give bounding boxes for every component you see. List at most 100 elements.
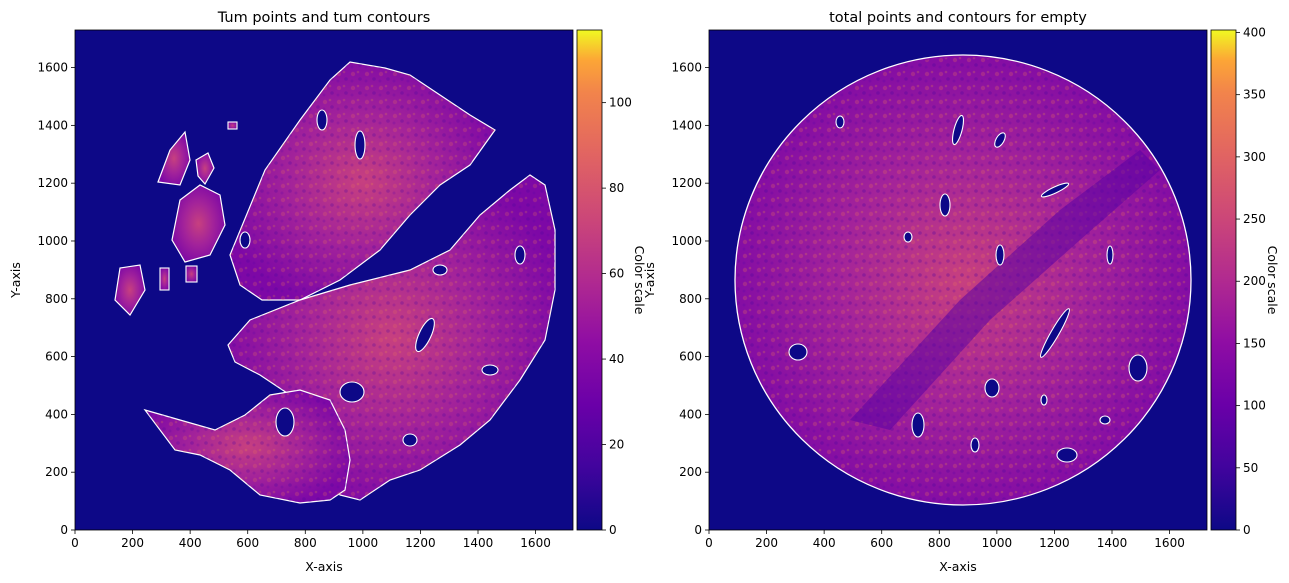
left-colorbar (576, 29, 603, 531)
colorbar-tick-label: 250 (1243, 212, 1266, 226)
left-tissue-islet-2 (171, 184, 226, 263)
colorbar-tick-label: 20 (609, 438, 624, 452)
left-contour-hole (316, 109, 328, 131)
right-heatmap-tissue (734, 54, 1192, 506)
right-contour-hole (1099, 415, 1111, 425)
right-y-axis-label: Y-axis (642, 262, 657, 299)
left-contour-islet (159, 267, 170, 291)
right-contour-hole (970, 437, 980, 453)
x-tick-label: 1600 (520, 536, 551, 550)
y-tick-label: 200 (679, 465, 702, 479)
right-contour-hole (911, 412, 925, 438)
right-colorbar-ticks: 0 50 100 150 200 250 300 350 400 (1236, 25, 1266, 537)
colorbar-tick-label: 300 (1243, 150, 1266, 164)
left-contour-hole (354, 130, 366, 160)
x-tick-label: 800 (294, 536, 317, 550)
right-contour-hole (995, 244, 1005, 266)
right-y-ticks: 0 200 400 600 800 1000 1200 1400 1600 (671, 61, 709, 537)
x-tick-label: 1000 (982, 536, 1013, 550)
x-tick-label: 0 (705, 536, 713, 550)
colorbar-tick-label: 50 (1243, 461, 1258, 475)
colorbar-tick-label: 80 (609, 181, 624, 195)
left-colorbar-ticks: 0 20 40 60 80 100 (602, 96, 632, 537)
right-contour-hole (1056, 447, 1078, 463)
right-contour-hole (1040, 182, 1070, 198)
x-tick-label: 1000 (348, 536, 379, 550)
colorbar-tick-label: 400 (1243, 25, 1266, 39)
y-tick-label: 1200 (671, 176, 702, 190)
left-heatmap-tissue (114, 61, 556, 504)
right-speckle-overlay (737, 57, 1189, 503)
right-chart-title: total points and contours for empty (829, 10, 1087, 26)
y-tick-label: 1200 (37, 176, 68, 190)
colorbar-tick-label: 100 (609, 96, 632, 110)
left-y-ticks: 0 200 400 600 800 1000 1200 1400 1600 (37, 61, 75, 537)
left-contour-islet (185, 265, 198, 283)
x-tick-label: 1400 (463, 536, 494, 550)
left-contour-hole (339, 381, 365, 403)
left-contour-hole (239, 231, 251, 249)
y-tick-label: 1600 (37, 61, 68, 75)
y-tick-label: 0 (694, 523, 702, 537)
left-tissue-islet-1 (157, 130, 191, 186)
right-colorbar-label: Color scale (1265, 246, 1280, 315)
right-contour-hole (1040, 308, 1070, 358)
left-chart-title: Tum points and tum contours (217, 10, 431, 26)
left-tissue-islet-3 (114, 264, 146, 316)
colorbar-tick-label: 40 (609, 352, 624, 366)
x-tick-label: 200 (755, 536, 778, 550)
right-x-axis-label: X-axis (939, 559, 977, 574)
colorbar-tick-label: 100 (1243, 399, 1266, 413)
left-contour-hole (275, 407, 295, 437)
colorbar-tick-label: 0 (1243, 523, 1251, 537)
right-x-ticks: 0 200 400 600 800 1000 1200 1400 1600 (705, 530, 1185, 550)
right-contour-hole (939, 193, 951, 217)
y-tick-label: 800 (45, 292, 68, 306)
y-tick-label: 1600 (671, 61, 702, 75)
colorbar-tick-label: 150 (1243, 336, 1266, 350)
right-colorbar (1210, 29, 1237, 531)
left-tissue-islet-4 (195, 152, 215, 186)
left-contour-hole (481, 364, 499, 376)
x-tick-label: 1400 (1097, 536, 1128, 550)
x-tick-label: 1600 (1154, 536, 1185, 550)
left-contour-hole (432, 264, 448, 276)
right-contour-hole (1106, 245, 1114, 265)
colorbar-tick-label: 350 (1243, 88, 1266, 102)
right-contour-hole (1040, 394, 1048, 406)
y-tick-label: 600 (679, 350, 702, 364)
y-tick-label: 1400 (37, 118, 68, 132)
x-tick-label: 1200 (1039, 536, 1070, 550)
y-tick-label: 600 (45, 350, 68, 364)
left-colorbar-label: Color scale (632, 246, 647, 315)
left-plot-frame (74, 29, 574, 531)
right-contour-hole (951, 114, 965, 146)
right-chart: total points and contours for empty (642, 10, 1280, 574)
right-contour-hole (984, 378, 1000, 398)
left-y-axis-label: Y-axis (8, 262, 23, 299)
left-chart: Tum points and tum contours (8, 10, 647, 574)
right-contour-hole (788, 343, 808, 361)
right-contour-hole (835, 115, 845, 129)
colorbar-tick-label: 60 (609, 267, 624, 281)
x-tick-label: 1200 (405, 536, 436, 550)
left-contour-hole (402, 433, 418, 447)
x-tick-label: 800 (928, 536, 951, 550)
left-x-axis-label: X-axis (305, 559, 343, 574)
right-contour-hole (903, 231, 913, 243)
y-tick-label: 200 (45, 465, 68, 479)
y-tick-label: 1000 (671, 234, 702, 248)
x-tick-label: 600 (870, 536, 893, 550)
colorbar-tick-label: 200 (1243, 274, 1266, 288)
x-tick-label: 0 (71, 536, 79, 550)
right-contour-hole (994, 132, 1006, 148)
x-tick-label: 600 (236, 536, 259, 550)
y-tick-label: 0 (60, 523, 68, 537)
y-tick-label: 400 (45, 407, 68, 421)
left-contour-hole (514, 245, 526, 265)
right-contour-hole (1128, 354, 1148, 382)
x-tick-label: 400 (179, 536, 202, 550)
y-tick-label: 1000 (37, 234, 68, 248)
colorbar-tick-label: 0 (609, 523, 617, 537)
